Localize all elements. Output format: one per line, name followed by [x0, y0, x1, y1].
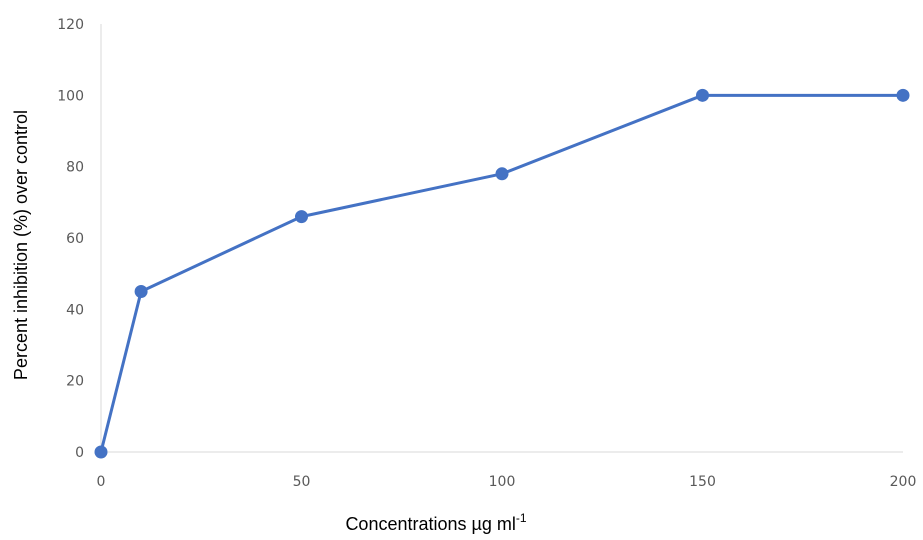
data-point — [897, 89, 910, 102]
y-axis-title: Percent inhibition (%) over control — [11, 110, 31, 380]
x-tick-label: 150 — [689, 474, 716, 490]
y-tick-labels: 0 20 40 60 80 100 120 — [57, 17, 84, 461]
x-axis-title: Concentrations µg ml-1 — [345, 511, 526, 534]
y-tick-label: 60 — [66, 231, 84, 247]
x-tick-labels: 0 50 100 150 200 — [97, 474, 917, 490]
axes — [101, 24, 903, 452]
series-group — [95, 89, 910, 459]
y-tick-label: 120 — [57, 17, 84, 33]
y-tick-label: 20 — [66, 374, 84, 390]
x-axis-title-superscript: -1 — [516, 511, 527, 525]
y-tick-label: 100 — [57, 88, 84, 104]
data-point — [696, 89, 709, 102]
x-tick-label: 50 — [293, 474, 311, 490]
data-point — [135, 285, 148, 298]
data-point — [295, 210, 308, 223]
x-tick-label: 0 — [97, 474, 106, 490]
y-tick-label: 40 — [66, 302, 84, 318]
data-point — [496, 167, 509, 180]
x-axis-title-text: Concentrations µg ml — [345, 514, 515, 534]
y-tick-label: 80 — [66, 160, 84, 176]
y-tick-label: 0 — [75, 445, 84, 461]
x-tick-label: 100 — [489, 474, 516, 490]
x-tick-label: 200 — [890, 474, 917, 490]
series-line — [101, 95, 903, 452]
data-point — [95, 446, 108, 459]
